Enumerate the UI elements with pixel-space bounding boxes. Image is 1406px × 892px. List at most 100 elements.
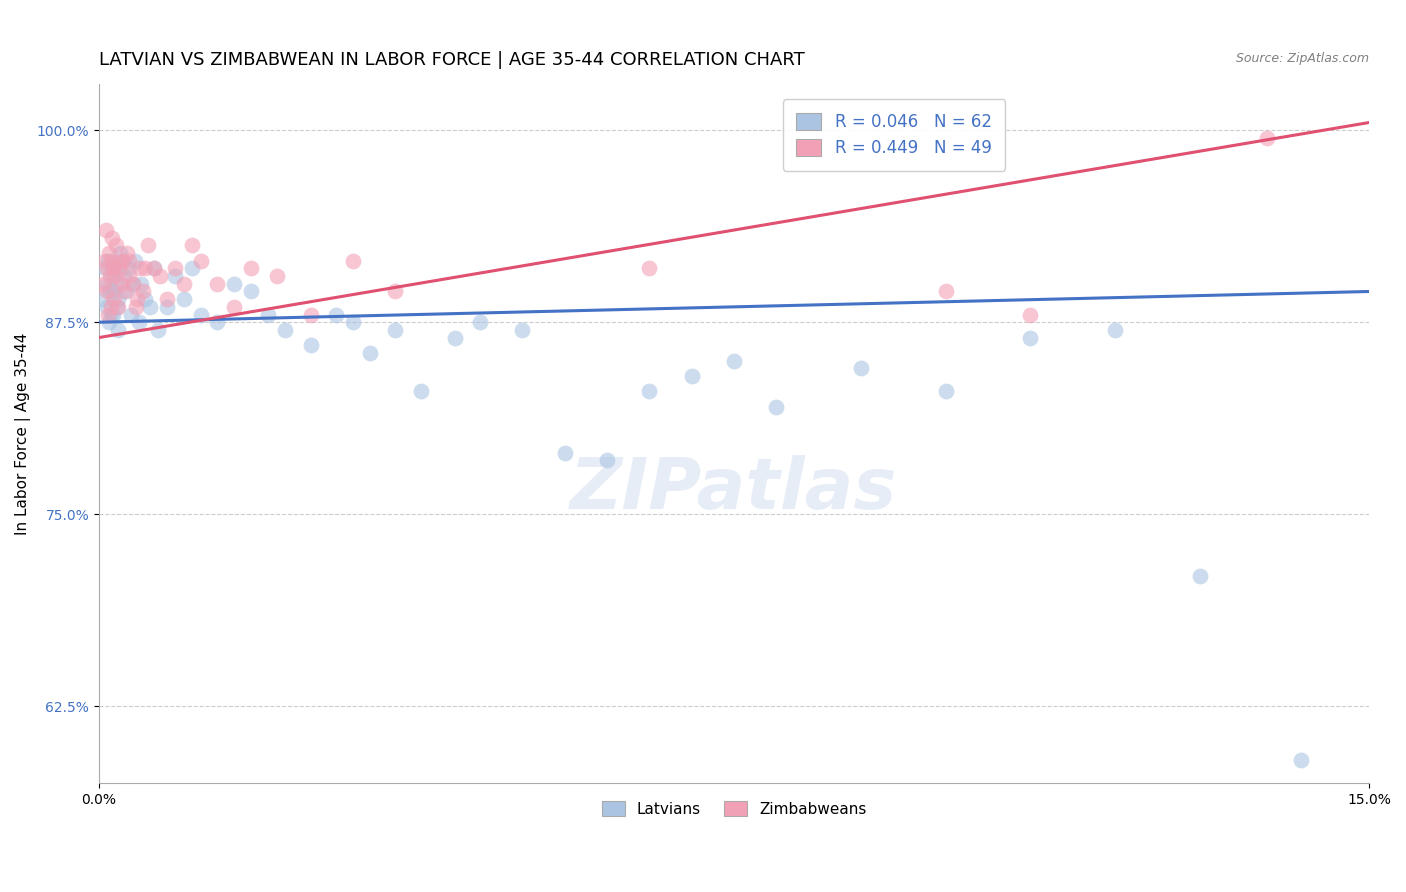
Point — [681, 369, 703, 384]
Point — [554, 446, 576, 460]
Point — [510, 323, 533, 337]
Text: LATVIAN VS ZIMBABWEAN IN LABOR FORCE | AGE 35-44 CORRELATION CHART: LATVIAN VS ZIMBABWEAN IN LABOR FORCE | A… — [98, 51, 804, 69]
Point — [111, 253, 134, 268]
Point — [94, 223, 117, 237]
Point — [134, 292, 156, 306]
Point — [173, 277, 195, 291]
Point — [91, 277, 114, 291]
Point — [240, 261, 263, 276]
Point — [103, 292, 125, 306]
Point — [1104, 323, 1126, 337]
Point — [148, 323, 170, 337]
Point — [125, 292, 148, 306]
Point — [115, 285, 138, 299]
Point — [596, 453, 619, 467]
Point — [240, 285, 263, 299]
Point — [118, 253, 141, 268]
Point — [1291, 753, 1313, 767]
Point — [104, 238, 127, 252]
Point — [165, 269, 187, 284]
Point — [136, 238, 159, 252]
Point — [142, 261, 165, 276]
Point — [342, 253, 364, 268]
Point — [101, 269, 124, 284]
Point — [299, 308, 322, 322]
Point — [443, 330, 465, 344]
Point — [117, 261, 139, 276]
Point — [98, 285, 121, 299]
Point — [97, 308, 120, 322]
Point — [181, 238, 204, 252]
Point — [96, 285, 118, 299]
Point — [224, 300, 246, 314]
Point — [100, 261, 122, 276]
Point — [132, 285, 155, 299]
Point — [98, 315, 121, 329]
Point — [104, 277, 127, 291]
Point — [935, 285, 957, 299]
Point — [108, 246, 131, 260]
Y-axis label: In Labor Force | Age 35-44: In Labor Force | Age 35-44 — [15, 333, 31, 535]
Point — [128, 315, 150, 329]
Point — [121, 277, 143, 291]
Point — [935, 384, 957, 399]
Point — [299, 338, 322, 352]
Point — [108, 261, 131, 276]
Point — [94, 261, 117, 276]
Point — [108, 253, 131, 268]
Text: Source: ZipAtlas.com: Source: ZipAtlas.com — [1236, 52, 1369, 65]
Point — [107, 323, 129, 337]
Point — [1019, 330, 1042, 344]
Point — [468, 315, 491, 329]
Point — [107, 292, 129, 306]
Point — [181, 261, 204, 276]
Point — [103, 285, 125, 299]
Point — [98, 269, 121, 284]
Point — [112, 269, 135, 284]
Point — [104, 269, 127, 284]
Point — [110, 277, 132, 291]
Point — [103, 261, 125, 276]
Point — [190, 253, 212, 268]
Point — [112, 285, 135, 299]
Point — [190, 308, 212, 322]
Point — [96, 261, 118, 276]
Point — [638, 384, 661, 399]
Point — [96, 300, 118, 314]
Point — [105, 300, 128, 314]
Point — [100, 300, 122, 314]
Point — [1188, 568, 1211, 582]
Legend: Latvians, Zimbabweans: Latvians, Zimbabweans — [593, 793, 875, 824]
Point — [849, 361, 872, 376]
Point — [384, 285, 406, 299]
Point — [96, 277, 118, 291]
Point — [342, 315, 364, 329]
Point — [156, 292, 179, 306]
Point — [156, 300, 179, 314]
Point — [207, 315, 229, 329]
Point — [325, 308, 347, 322]
Point — [173, 292, 195, 306]
Point — [100, 253, 122, 268]
Point — [384, 323, 406, 337]
Point — [107, 300, 129, 314]
Point — [101, 231, 124, 245]
Point — [125, 300, 148, 314]
Point — [266, 269, 288, 284]
Point — [142, 261, 165, 276]
Point — [165, 261, 187, 276]
Point — [100, 308, 122, 322]
Point — [359, 346, 381, 360]
Point — [134, 261, 156, 276]
Point — [120, 308, 142, 322]
Point — [274, 323, 297, 337]
Point — [111, 253, 134, 268]
Point — [121, 277, 143, 291]
Point — [103, 308, 125, 322]
Point — [91, 292, 114, 306]
Point — [124, 253, 146, 268]
Point — [409, 384, 432, 399]
Point — [117, 269, 139, 284]
Point — [149, 269, 172, 284]
Point — [138, 300, 160, 314]
